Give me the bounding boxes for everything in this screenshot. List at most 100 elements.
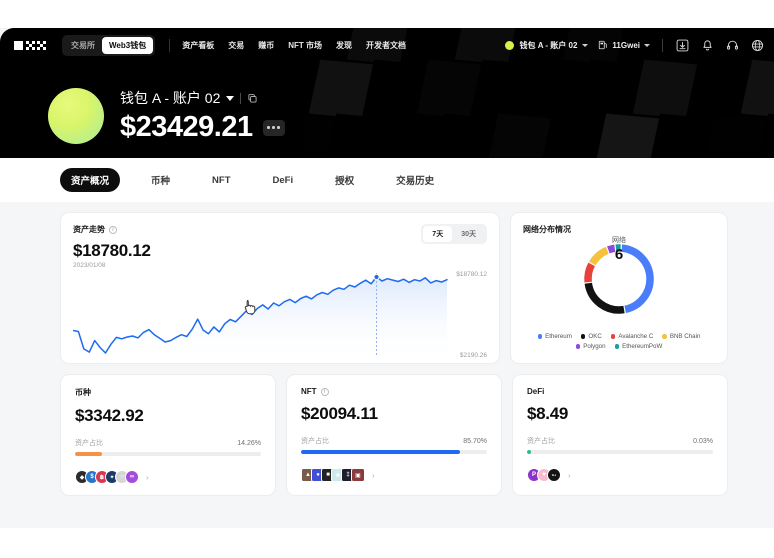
nav-link-developer-docs[interactable]: 开发者文档	[365, 40, 406, 50]
nft-icon-stack[interactable]: ▲ ● ■ ❀ ‡ ▣ ›	[301, 468, 487, 482]
asset-chip-icon: ➳	[547, 468, 561, 482]
product-switcher[interactable]: 交易所 Web3钱包	[62, 34, 156, 56]
nav-link-earn[interactable]: 赚币	[258, 40, 275, 50]
nft-card-title-row: NFT i	[301, 387, 487, 396]
legend-item-avalanche[interactable]: Avalanche C	[610, 333, 654, 340]
chevron-right-icon[interactable]: ›	[568, 470, 571, 480]
info-icon[interactable]: i	[320, 387, 329, 396]
nft-summary-card[interactable]: NFT i $20094.11 资产占比 85.70% ▲ ● ■ ❀ ‡ ▣ ›	[286, 374, 502, 496]
chevron-right-icon[interactable]: ›	[146, 472, 149, 482]
defi-ratio-percent: 0.03%	[693, 438, 713, 445]
nav-links: 资产看板 交易 赚币 NFT 市场 发现 开发者文档	[182, 40, 406, 51]
asset-trend-date: 2023/01/08	[73, 262, 106, 269]
token-summary-card[interactable]: 币种 $3342.92 资产占比 14.26% ◆ $ ฿ ✦ ○ ∞ ›	[60, 374, 276, 496]
segment-exchange[interactable]: 交易所	[71, 40, 95, 50]
gas-station-icon	[599, 40, 608, 50]
nft-chip-stack: ▲ ● ■ ❀ ‡ ▣	[301, 468, 365, 482]
asset-trend-chart[interactable]: $18780.12 $2190.26	[72, 257, 487, 359]
token-ratio-row: 资产占比 14.26%	[75, 438, 261, 448]
chart-low-label: $2190.26	[459, 352, 487, 359]
asset-tabs: 资产概况 币种 NFT DeFi 授权 交易历史	[0, 158, 774, 202]
chevron-down-icon	[582, 43, 589, 47]
gas-price-selector[interactable]: 11Gwei	[598, 40, 650, 50]
okx-logo-k-glyph	[25, 40, 35, 50]
legend-label: Ethereum	[545, 333, 572, 340]
nav-link-nft-market[interactable]: NFT 市场	[288, 40, 322, 50]
notifications-bell-icon[interactable]	[700, 38, 715, 53]
network-legend-row-2: Polygon EthereumPoW	[519, 343, 719, 350]
asset-trend-card: 资产走势 i $18780.12 2023/01/08 7天 30天 $1878…	[60, 212, 500, 364]
defi-icon-stack[interactable]: P ♥ ➳ ›	[527, 468, 713, 482]
download-app-icon[interactable]	[675, 38, 690, 53]
okx-logo-x-glyph	[37, 40, 46, 50]
defi-ratio-label: 资产占比	[527, 438, 555, 445]
donut-center-value: 6	[614, 246, 624, 263]
copy-address-icon[interactable]	[247, 93, 258, 104]
defi-ratio-bar	[527, 450, 713, 454]
nav-link-trade[interactable]: 交易	[228, 40, 245, 50]
support-headset-icon[interactable]	[725, 38, 740, 53]
trend-line-svg	[72, 257, 448, 357]
token-ratio-bar-fill	[75, 452, 102, 456]
nft-ratio-bar-fill	[301, 450, 461, 454]
token-card-title: 币种	[75, 388, 91, 397]
balance-text-group: 钱包 A - 账户 02 $23429.21	[120, 88, 285, 144]
segment-web3-wallet[interactable]: Web3钱包	[102, 36, 154, 54]
nft-card-amount: $20094.11	[301, 404, 378, 423]
range-30d[interactable]: 30天	[461, 231, 476, 238]
more-options-button[interactable]	[262, 119, 285, 136]
nft-ratio-row: 资产占比 85.70%	[301, 436, 487, 446]
chevron-down-icon	[644, 43, 650, 47]
legend-label: OKC	[588, 333, 602, 340]
network-distribution-title: 网络分布情况	[523, 225, 571, 234]
donut-center-text: 网络 6	[511, 235, 727, 263]
legend-item-polygon[interactable]: Polygon	[575, 343, 606, 350]
range-toggle[interactable]: 7天 30天	[421, 224, 487, 244]
account-selector-label: 钱包 A - 账户 02	[519, 40, 578, 50]
language-globe-icon[interactable]	[750, 38, 765, 53]
donut-svg	[584, 244, 654, 314]
legend-label: BNB Chain	[669, 333, 701, 340]
tab-transaction-history[interactable]: 交易历史	[396, 176, 435, 187]
token-chip-stack: ◆ $ ฿ ✦ ○ ∞	[75, 470, 139, 484]
legend-item-okc[interactable]: OKC	[580, 333, 602, 340]
chevron-down-icon[interactable]	[226, 95, 235, 101]
network-donut-chart[interactable]	[511, 239, 727, 319]
nav-right-cluster: 钱包 A - 账户 02 11Gwei	[505, 38, 765, 53]
tab-overview[interactable]: 资产概况	[60, 168, 121, 192]
legend-item-ethereumpow[interactable]: EthereumPoW	[614, 343, 662, 350]
nav-link-dashboard[interactable]: 资产看板	[182, 40, 215, 50]
nft-card-title: NFT	[301, 387, 317, 396]
legend-swatch-icon	[580, 334, 586, 339]
token-ratio-label: 资产占比	[75, 440, 103, 447]
defi-summary-card[interactable]: DeFi $8.49 资产占比 0.03% P ♥ ➳ ›	[512, 374, 728, 496]
legend-label: Avalanche C	[618, 333, 654, 340]
tab-nft[interactable]: NFT	[212, 174, 231, 186]
legend-swatch-icon	[614, 344, 620, 349]
info-icon[interactable]: i	[109, 225, 117, 234]
asset-chip-icon: ∞	[125, 470, 139, 484]
account-selector[interactable]: 钱包 A - 账户 02	[505, 40, 589, 51]
defi-card-amount: $8.49	[527, 404, 569, 423]
token-icon-stack[interactable]: ◆ $ ฿ ✦ ○ ∞ ›	[75, 470, 261, 484]
hero-banner: 交易所 Web3钱包 资产看板 交易 赚币 NFT 市场 发现 开发者文档 钱包…	[0, 28, 774, 158]
tab-defi[interactable]: DeFi	[272, 174, 294, 186]
legend-swatch-icon	[662, 334, 667, 339]
balance-amount-row: $23429.21	[120, 111, 285, 144]
okx-logo-icon[interactable]	[14, 40, 46, 50]
token-card-amount: $3342.92	[75, 406, 144, 425]
legend-item-bnb-chain[interactable]: BNB Chain	[662, 333, 700, 340]
nav-link-discover[interactable]: 发现	[335, 40, 352, 50]
tab-tokens[interactable]: 币种	[151, 176, 171, 187]
token-ratio-bar	[75, 452, 261, 456]
legend-item-ethereum[interactable]: Ethereum	[537, 333, 572, 340]
chevron-right-icon[interactable]: ›	[372, 470, 375, 480]
asset-summary-row: 币种 $3342.92 资产占比 14.26% ◆ $ ฿ ✦ ○ ∞ ›	[60, 374, 728, 496]
wallet-account-switcher[interactable]: 钱包 A - 账户 02	[120, 88, 285, 108]
range-7d[interactable]: 7天	[423, 226, 453, 242]
divider	[240, 92, 242, 104]
tab-approvals[interactable]: 授权	[335, 176, 355, 187]
wallet-avatar[interactable]	[48, 88, 104, 144]
wallet-account-name: 钱包 A - 账户 02	[120, 90, 221, 106]
